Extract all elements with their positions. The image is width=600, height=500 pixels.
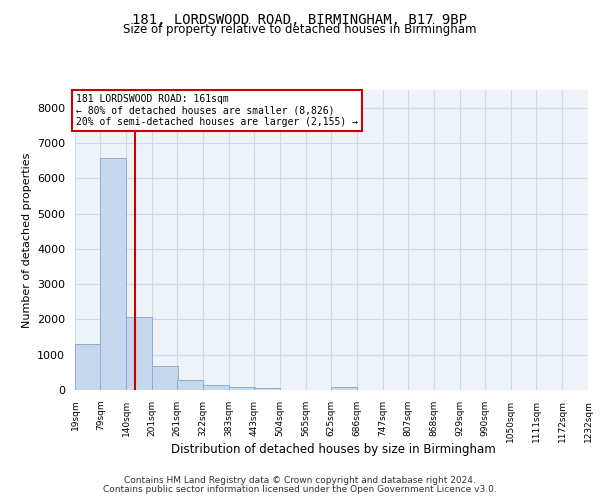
Bar (126, 317, 152, 390)
Y-axis label: Number of detached properties: Number of detached properties (22, 152, 32, 328)
Bar (100, 158, 126, 390)
Text: 181 LORDSWOOD ROAD: 161sqm
← 80% of detached houses are smaller (8,826)
20% of s: 181 LORDSWOOD ROAD: 161sqm ← 80% of deta… (76, 94, 358, 128)
Text: Contains HM Land Registry data © Crown copyright and database right 2024.: Contains HM Land Registry data © Crown c… (124, 476, 476, 485)
Text: 181, LORDSWOOD ROAD, BIRMINGHAM, B17 9BP: 181, LORDSWOOD ROAD, BIRMINGHAM, B17 9BP (133, 12, 467, 26)
Text: Distribution of detached houses by size in Birmingham: Distribution of detached houses by size … (170, 442, 496, 456)
Bar (331, 388, 357, 390)
Bar (177, 380, 203, 390)
Text: Size of property relative to detached houses in Birmingham: Size of property relative to detached ho… (123, 24, 477, 36)
Text: Contains public sector information licensed under the Open Government Licence v3: Contains public sector information licen… (103, 485, 497, 494)
Bar (254, 388, 280, 390)
Bar (152, 366, 178, 390)
Bar (75, 344, 101, 390)
Bar (203, 386, 229, 390)
Bar (229, 387, 254, 390)
